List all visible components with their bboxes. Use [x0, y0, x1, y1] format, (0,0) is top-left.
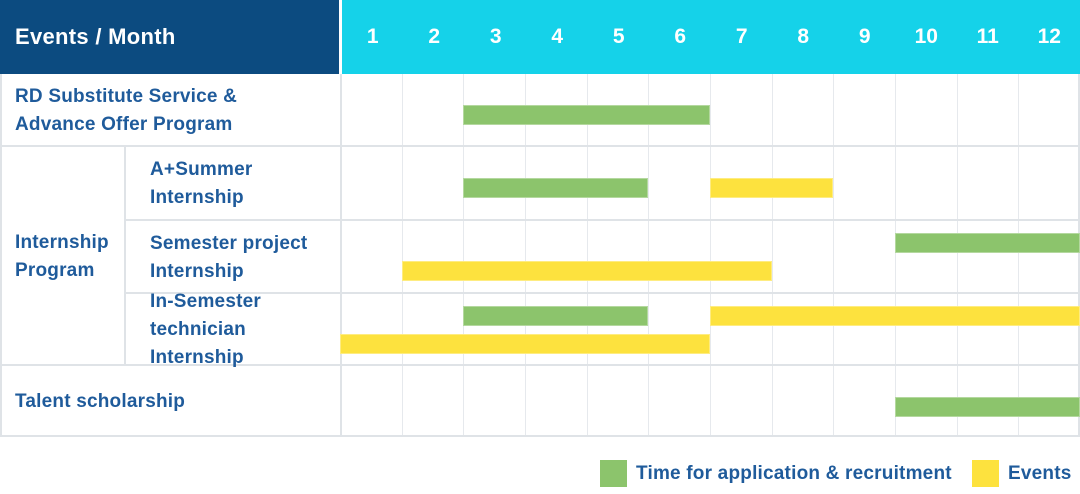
month-header-cell: 9: [858, 25, 871, 48]
row-label-line: A+Summer: [150, 159, 253, 180]
row-label-talent-scholarship: Talent scholarship: [0, 366, 340, 437]
month-header-cell: 3: [489, 25, 502, 48]
month-header-cell: 6: [674, 25, 687, 48]
legend-item-application-recruitment: Time for application & recruitment: [600, 460, 952, 487]
month-gridline: [587, 74, 588, 435]
legend-label-events: Events: [1008, 462, 1072, 484]
row-label-line: Program: [15, 259, 95, 281]
row-label-semester-project-internship: Semester project Internship: [135, 221, 340, 294]
gantt-bar-green: [463, 105, 710, 125]
gantt-bar-green: [463, 306, 649, 326]
month-header-cell: 7: [735, 25, 748, 48]
month-gridline: [895, 74, 896, 435]
table-bottom-border: [0, 435, 1080, 437]
month-gridline: [710, 74, 711, 435]
row-label-line: Internship: [150, 187, 244, 208]
row-separator: [0, 364, 1080, 366]
row-label-line: Talent scholarship: [15, 390, 186, 412]
month-gridline: [648, 74, 649, 435]
table-right-border: [1078, 74, 1080, 437]
gantt-bar-yellow: [710, 178, 834, 198]
legend-swatch-yellow: [972, 460, 999, 487]
gantt-bar-yellow: [401, 261, 772, 281]
row-separator: [124, 219, 1080, 221]
month-gridline: [463, 74, 464, 435]
group-label-internship-program: Internship Program: [0, 147, 124, 366]
month-gridline: [1018, 74, 1019, 435]
month-gridline: [772, 74, 773, 435]
row-label-a-summer-internship: A+Summer Internship: [135, 147, 340, 221]
gantt-bar-yellow: [710, 306, 1080, 326]
month-header-cell: 2: [428, 25, 441, 48]
month-gridline: [402, 74, 403, 435]
row-separator: [124, 292, 1080, 294]
row-label-line: Semester project: [150, 232, 308, 254]
corner-header-label: Events / Month: [15, 24, 176, 49]
corner-header-cell: Events / Month: [0, 0, 339, 74]
legend-swatch-green: [600, 460, 627, 487]
table-left-border: [0, 74, 2, 437]
month-gridline: [833, 74, 834, 435]
month-header-cell: 10: [914, 25, 938, 48]
row-label-line: Internship: [15, 231, 109, 253]
row-separator: [0, 145, 1080, 147]
group-column-divider: [124, 146, 126, 366]
month-header-cell: 12: [1037, 25, 1061, 48]
row-label-rd-substitute-service-advance-offer-program: RD Substitute Service & Advance Offer Pro…: [0, 74, 340, 147]
month-gridline: [525, 74, 526, 435]
month-header-row: 1 2 3 4 5 6 7 8 9 10 11 12: [342, 0, 1080, 74]
row-label-line: technician Internship: [150, 319, 246, 368]
legend-item-events: Events: [972, 460, 1072, 487]
row-label-line: In-Semester: [150, 291, 261, 312]
row-label-line: RD Substitute Service &: [15, 85, 238, 107]
gantt-bar-yellow: [340, 334, 710, 354]
month-gridline: [957, 74, 958, 435]
month-header-cell: 11: [976, 25, 999, 48]
label-column-divider: [340, 74, 342, 437]
legend-label-application-recruitment: Time for application & recruitment: [636, 462, 952, 484]
row-label-in-semester-technician-internship: In-Semester technician Internship: [135, 291, 340, 368]
month-header-cell: 1: [366, 25, 379, 48]
month-header-cell: 8: [797, 25, 810, 48]
gantt-bar-green: [463, 178, 649, 198]
legend: Time for application & recruitment Event…: [0, 448, 1080, 494]
gantt-bar-green: [895, 397, 1080, 417]
row-label-line: Advance Offer Program: [15, 113, 233, 135]
month-header-cell: 5: [612, 25, 625, 48]
gantt-bar-green: [895, 233, 1080, 253]
row-label-line: Internship: [150, 260, 244, 282]
month-header-cell: 4: [551, 25, 564, 48]
